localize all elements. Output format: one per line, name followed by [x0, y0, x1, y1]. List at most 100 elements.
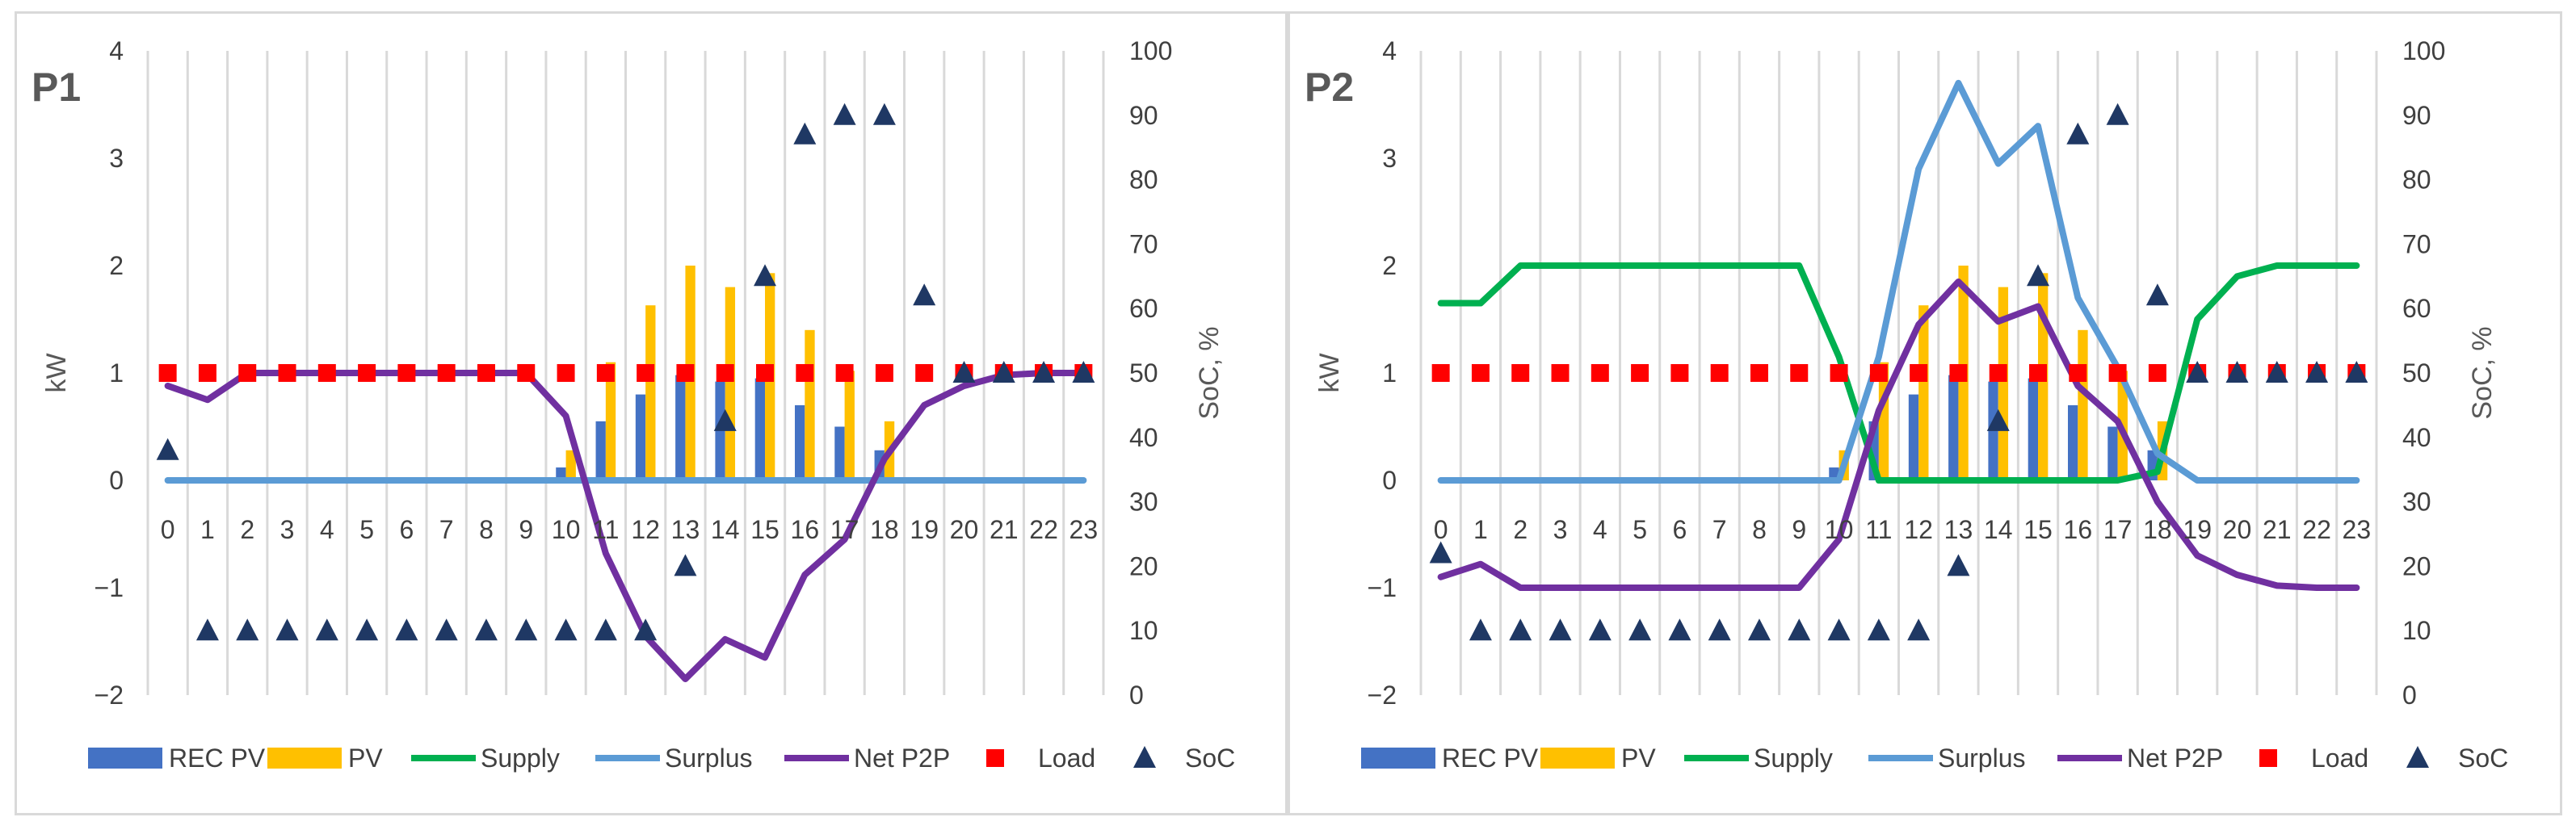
- p1-xtick: 19: [910, 515, 939, 544]
- p2-ytick-right: 50: [2402, 358, 2431, 388]
- p2-marker-soc: [2225, 361, 2249, 383]
- p1-bar-rec-pv: [794, 404, 805, 480]
- p1-marker-soc: [474, 618, 498, 641]
- p1-xtick: 11: [592, 515, 619, 544]
- p1-ytick-left: 4: [109, 36, 124, 65]
- p2-xtick: 18: [2143, 515, 2172, 544]
- p2-ytick-left: 1: [1382, 358, 1397, 388]
- p1-bar-rec-pv: [754, 378, 766, 480]
- p2-ytick-right: 70: [2402, 229, 2431, 258]
- p2-marker-soc: [1827, 618, 1851, 641]
- p1-marker-soc: [554, 618, 578, 641]
- p1-marker-soc: [275, 618, 299, 641]
- p2-marker-soc: [1668, 618, 1691, 641]
- p2-marker-load: [1869, 364, 1888, 382]
- p1-ytick-right: 10: [1129, 616, 1158, 645]
- p2-xtick: 2: [1513, 515, 1528, 544]
- p2-legend-label-surplus: Surplus: [1938, 744, 2026, 773]
- p2-marker-load: [1591, 364, 1609, 382]
- p2-ytick-right: 0: [2402, 681, 2417, 710]
- p2-marker-load: [1989, 364, 2007, 382]
- p2-legend-label-pv: PV: [1621, 744, 1656, 773]
- p2-marker-load: [1670, 364, 1689, 382]
- p1-ytick-right: 30: [1129, 488, 1158, 517]
- p2-legend-label-net-p2p: Net P2P: [2127, 744, 2223, 773]
- p2-xtick: 1: [1473, 515, 1488, 544]
- p1-ytick-right: 90: [1129, 101, 1158, 130]
- p1-ytick-right: 60: [1129, 294, 1158, 323]
- p1-bar-pv: [805, 329, 815, 480]
- p2-bar-pv: [1918, 305, 1929, 480]
- p2-marker-load: [1631, 364, 1649, 382]
- p2-marker-soc: [1469, 618, 1492, 641]
- p2-ytick-left: 2: [1382, 251, 1397, 280]
- p2-xtick: 4: [1593, 515, 1607, 544]
- p1-ytick-right: 70: [1129, 229, 1158, 258]
- p2-xtick: 14: [1984, 515, 2013, 544]
- p1-marker-soc: [952, 361, 976, 383]
- p2-marker-load: [1471, 364, 1490, 382]
- p1-xtick: 1: [200, 515, 215, 544]
- p1-xtick: 9: [519, 515, 533, 544]
- p1-bar-pv: [605, 362, 616, 480]
- p2-bar-rec-pv: [2107, 426, 2118, 480]
- p2-marker-soc: [1947, 554, 1970, 576]
- p1-marker-soc: [236, 618, 259, 641]
- p1-xtick: 10: [552, 515, 581, 544]
- p2-marker-load: [1790, 364, 1809, 382]
- p2-ytick-left: −1: [1368, 573, 1397, 602]
- p1-marker-soc: [395, 618, 418, 641]
- p1-marker-load: [437, 364, 456, 382]
- p2-marker-load: [1750, 364, 1768, 382]
- p2-ytick-right: 10: [2402, 616, 2431, 645]
- p2-xtick: 0: [1434, 515, 1448, 544]
- p2-bar-rec-pv: [1948, 375, 1959, 480]
- p2-marker-soc: [1788, 618, 1811, 641]
- p2-xtick: 16: [2064, 515, 2093, 544]
- p1-ytick-left: −1: [95, 573, 124, 602]
- p1-xtick: 21: [990, 515, 1019, 544]
- p1-marker-soc: [195, 618, 219, 641]
- p2-ytick-right: 60: [2402, 294, 2431, 323]
- p2-marker-soc: [2145, 283, 2169, 306]
- p1-bar-rec-pv: [834, 426, 845, 480]
- p1-ytick-right: 40: [1129, 423, 1158, 452]
- p1-marker-soc: [1032, 361, 1056, 383]
- p2-marker-load: [1710, 364, 1729, 382]
- p1-marker-soc: [634, 618, 658, 641]
- p1-marker-load: [637, 364, 655, 382]
- p2-xtick: 9: [1792, 515, 1806, 544]
- p1-xtick: 5: [359, 515, 374, 544]
- p2-marker-soc: [2345, 361, 2368, 383]
- p2-line-net-p2p: [1437, 278, 2360, 591]
- p2-ylabel-right: SoC, %: [2467, 326, 2498, 419]
- p2-xtick: 19: [2183, 515, 2212, 544]
- p1-bar-pv: [645, 305, 656, 480]
- p1-marker-load: [596, 364, 615, 382]
- p1-marker-soc: [713, 409, 737, 431]
- p2-xtick: 20: [2223, 515, 2252, 544]
- p2-legend-label-soc: SoC: [2458, 744, 2508, 773]
- p1-legend-label-pv: PV: [348, 744, 383, 773]
- p2-ylabel-left: kW: [1314, 353, 1345, 392]
- p2-legend-label-rec-pv: REC PV: [1442, 744, 1539, 773]
- p1-legend-swatch-rec-pv: [88, 748, 162, 769]
- p1-xtick: 15: [750, 515, 780, 544]
- p1-xtick: 16: [791, 515, 820, 544]
- p2-ytick-left: 0: [1382, 466, 1397, 495]
- p1-xtick: 23: [1069, 515, 1099, 544]
- p2-marker-soc: [2066, 122, 2090, 145]
- p2-xtick: 5: [1633, 515, 1647, 544]
- p1-ylabel-left: kW: [41, 353, 72, 392]
- p1-marker-load: [915, 364, 934, 382]
- p1-xtick: 13: [671, 515, 700, 544]
- p2-ytick-right: 30: [2402, 488, 2431, 517]
- p1-xtick: 12: [631, 515, 660, 544]
- chart-panel-p2: P2 4 3 2 1 0 −1 −2 100 90 80 70 60 50 40 30 20 10 0 kW SoC, …: [1288, 11, 2562, 815]
- p1-marker-soc: [435, 618, 458, 641]
- p2-legend-label-load: Load: [2311, 744, 2368, 773]
- p1-ytick-right: 80: [1129, 166, 1158, 195]
- p2-marker-soc: [2106, 103, 2129, 125]
- p1-marker-soc: [355, 618, 379, 641]
- p1-marker-load: [158, 364, 177, 382]
